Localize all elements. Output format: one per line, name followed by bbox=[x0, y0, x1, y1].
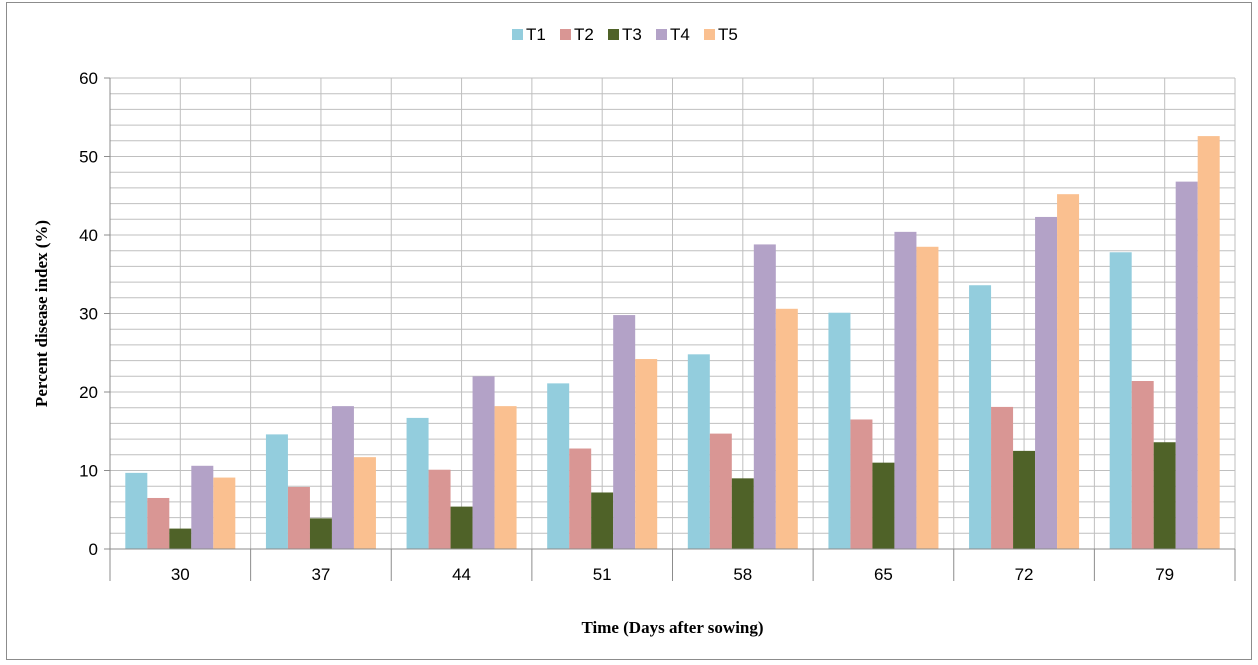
bar-t3-65 bbox=[872, 462, 895, 549]
y-axis-title: Percent disease index (%) bbox=[32, 220, 51, 407]
x-tick-label: 72 bbox=[1015, 565, 1034, 584]
legend-label-t3: T3 bbox=[622, 25, 642, 44]
x-tick-label: 65 bbox=[874, 565, 893, 584]
legend-swatch-t2 bbox=[560, 29, 571, 40]
bar-t2-79 bbox=[1131, 381, 1154, 549]
bar-t1-30 bbox=[125, 472, 148, 549]
bar-t5-30 bbox=[213, 477, 236, 549]
bar-t5-65 bbox=[916, 246, 939, 549]
legend-swatch-t3 bbox=[608, 29, 619, 40]
bar-t4-65 bbox=[894, 231, 917, 550]
x-tick-label: 79 bbox=[1155, 565, 1174, 584]
axes: 0 10 20 30 40 50 60 30 37 44 51 58 65 72 79 bbox=[79, 69, 1236, 584]
bar-t4-51 bbox=[613, 315, 636, 549]
bar-t5-51 bbox=[635, 359, 658, 549]
x-axis-title: Time (Days after sowing) bbox=[581, 618, 763, 637]
bars bbox=[125, 136, 1220, 550]
legend-label-t5: T5 bbox=[718, 25, 738, 44]
bar-t5-44 bbox=[494, 406, 517, 549]
legend-swatch-t4 bbox=[656, 29, 667, 40]
bar-t2-51 bbox=[569, 448, 592, 549]
bar-t4-37 bbox=[331, 406, 354, 549]
bar-t5-72 bbox=[1057, 194, 1080, 549]
bar-t4-58 bbox=[753, 244, 776, 550]
bar-t1-37 bbox=[265, 434, 288, 549]
bar-t3-58 bbox=[731, 478, 754, 549]
legend-swatch-t5 bbox=[704, 29, 715, 40]
bar-t3-30 bbox=[169, 528, 192, 549]
bar-t3-51 bbox=[591, 492, 614, 549]
bar-t4-44 bbox=[472, 376, 495, 549]
y-tick-label: 60 bbox=[79, 69, 98, 88]
x-tick-label: 44 bbox=[452, 565, 471, 584]
y-tick-label: 0 bbox=[89, 540, 98, 559]
y-tick-label: 30 bbox=[79, 305, 98, 324]
legend-swatch-t1 bbox=[512, 29, 523, 40]
bar-t2-58 bbox=[709, 433, 732, 549]
bar-t2-44 bbox=[428, 469, 451, 549]
bar-t1-72 bbox=[969, 285, 992, 549]
bar-t2-37 bbox=[287, 486, 310, 549]
bar-t3-79 bbox=[1153, 442, 1176, 549]
x-tick-label: 37 bbox=[311, 565, 330, 584]
bar-t3-72 bbox=[1013, 450, 1036, 549]
y-tick-label: 20 bbox=[79, 383, 98, 402]
x-tick-label: 51 bbox=[593, 565, 612, 584]
bar-t3-44 bbox=[450, 506, 473, 549]
y-tick-label: 40 bbox=[79, 226, 98, 245]
y-tick-label: 50 bbox=[79, 148, 98, 167]
bar-t3-37 bbox=[309, 518, 332, 549]
bar-t1-79 bbox=[1109, 252, 1132, 549]
bar-t1-44 bbox=[406, 417, 429, 549]
bar-t5-37 bbox=[353, 457, 376, 549]
y-tick-label: 10 bbox=[79, 462, 98, 481]
bar-t5-79 bbox=[1197, 136, 1220, 549]
legend: T1 T2 T3 T4 T5 bbox=[512, 25, 738, 44]
bar-t4-72 bbox=[1035, 216, 1058, 549]
bar-t5-58 bbox=[775, 308, 798, 549]
bar-t2-72 bbox=[991, 406, 1014, 549]
bar-t4-79 bbox=[1175, 181, 1198, 549]
legend-label-t1: T1 bbox=[526, 25, 546, 44]
bar-t2-65 bbox=[850, 419, 873, 549]
legend-label-t2: T2 bbox=[574, 25, 594, 44]
legend-label-t4: T4 bbox=[670, 25, 690, 44]
bar-t2-30 bbox=[147, 497, 170, 549]
x-tick-label: 58 bbox=[733, 565, 752, 584]
bar-t1-58 bbox=[687, 354, 710, 549]
bar-t4-30 bbox=[191, 465, 214, 549]
bar-t1-51 bbox=[547, 383, 570, 549]
bar-t1-65 bbox=[828, 312, 851, 549]
x-tick-label: 30 bbox=[171, 565, 190, 584]
